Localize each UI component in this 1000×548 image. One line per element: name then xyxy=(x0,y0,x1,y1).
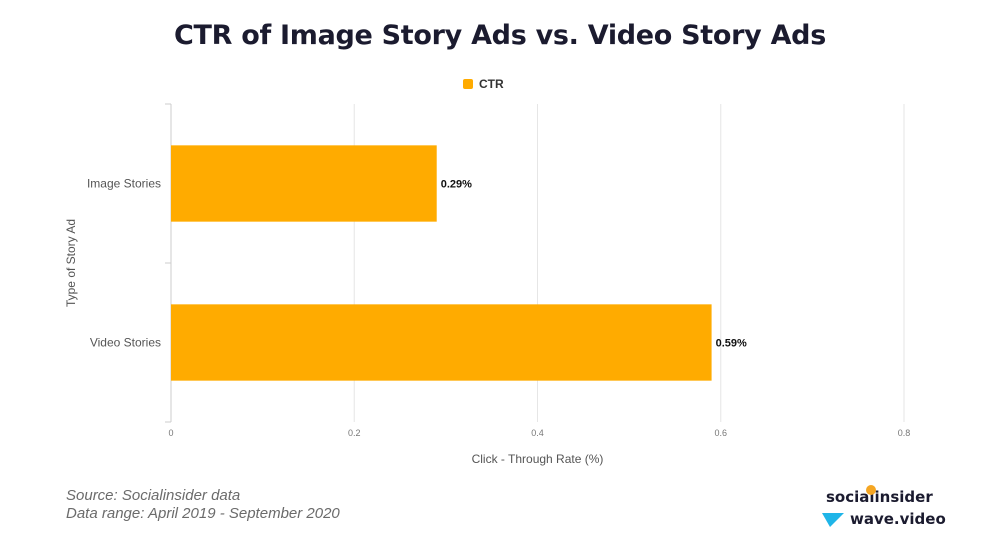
legend-label: CTR xyxy=(479,77,504,91)
bar-data-label: 0.59% xyxy=(716,338,747,350)
y-category-label: Video Stories xyxy=(90,336,161,350)
y-category-label: Image Stories xyxy=(87,177,161,191)
x-tick-label: 0.8 xyxy=(898,428,911,438)
socialinsider-dot-icon xyxy=(866,485,876,495)
legend: CTR xyxy=(463,77,504,91)
x-tick-label: 0.4 xyxy=(531,428,544,438)
socialinsider-logo: socialinsider xyxy=(826,488,933,506)
x-tick-label: 0.6 xyxy=(714,428,727,438)
x-axis-title: Click - Through Rate (%) xyxy=(472,452,604,466)
bar xyxy=(171,304,712,381)
x-tick-label: 0.2 xyxy=(348,428,361,438)
source-text: Source: Socialinsider data xyxy=(66,487,241,504)
footer-source: Source: Socialinsider data Data range: A… xyxy=(66,487,340,523)
bar xyxy=(171,145,437,222)
x-tick-label: 0 xyxy=(168,428,173,438)
chart-title: CTR of Image Story Ads vs. Video Story A… xyxy=(174,20,826,51)
y-axis-title: Type of Story Ad xyxy=(64,219,78,307)
wave-video-label: wave.video xyxy=(850,510,946,528)
legend-swatch xyxy=(463,79,473,89)
wave-video-logo: wave.video xyxy=(822,510,946,528)
bar-data-label: 0.29% xyxy=(441,179,472,191)
wave-video-icon xyxy=(822,513,844,527)
range-text: Data range: April 2019 - September 2020 xyxy=(66,505,340,522)
